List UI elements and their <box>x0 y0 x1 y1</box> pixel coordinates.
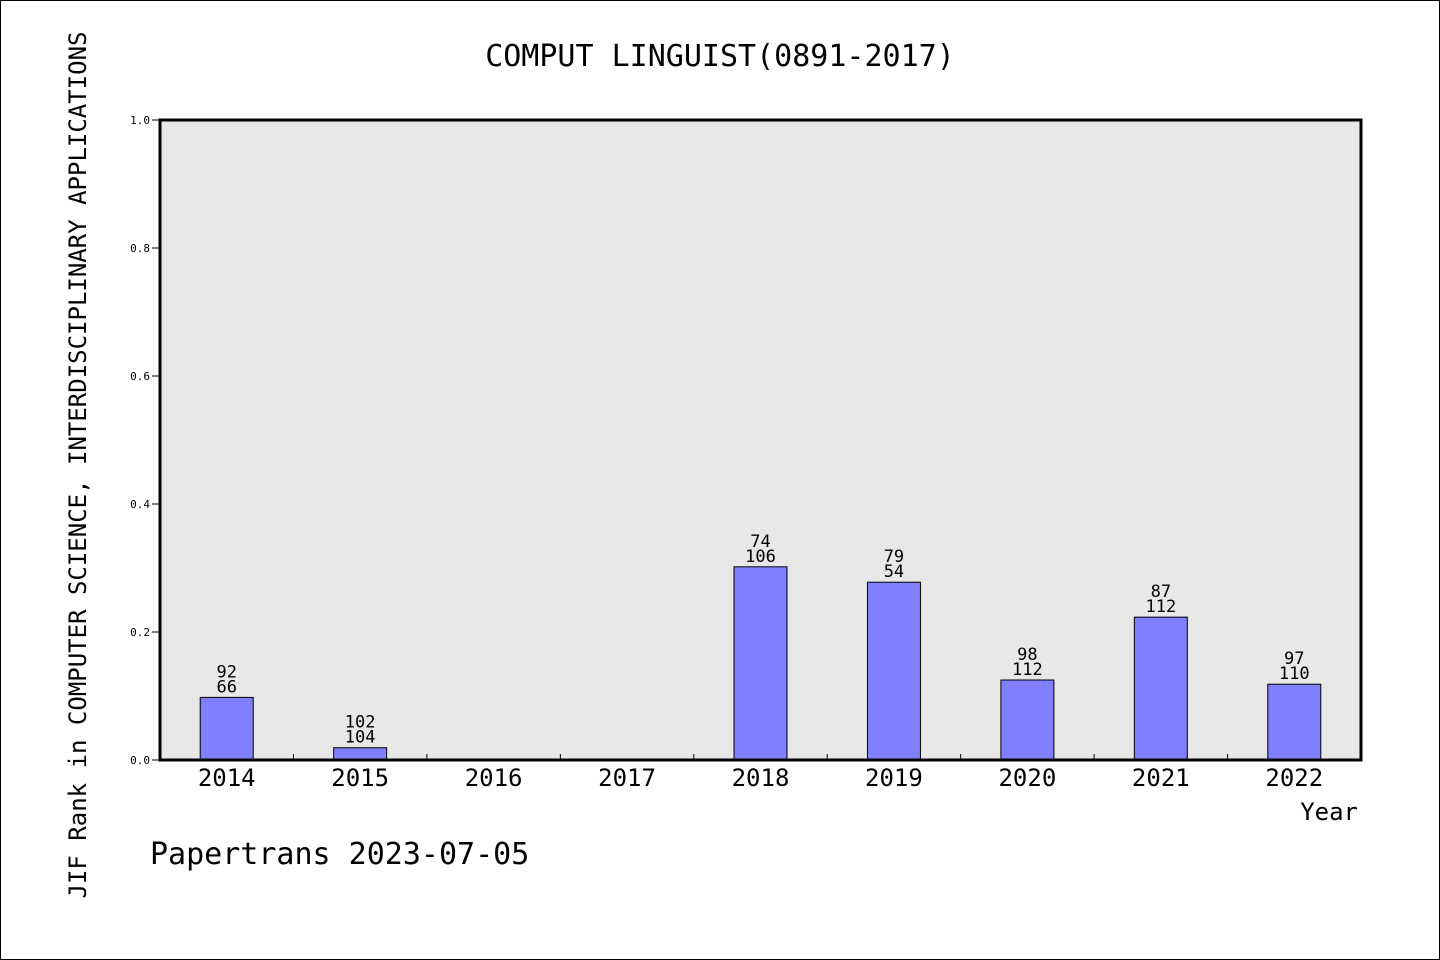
x-tick-label-2016: 2016 <box>465 764 523 792</box>
y-tick-label-2: 0.4 <box>130 498 150 511</box>
y-axis: 0.0 0.2 0.4 0.6 0.8 1.0 <box>130 114 160 767</box>
y-tick-label-0: 0.0 <box>130 754 150 767</box>
rank-label-2021: 87 <box>1151 582 1171 602</box>
x-axis: 2014 2015 2016 2017 2018 2019 2020 2021 2022 <box>198 754 1323 792</box>
rank-label-2015: 102 <box>345 713 376 733</box>
chart-title: COMPUT LINGUIST(0891-2017) <box>485 39 955 74</box>
x-tick-label-2021: 2021 <box>1132 764 1190 792</box>
x-tick-label-2015: 2015 <box>331 764 389 792</box>
total-label-2021: 112 <box>1145 597 1176 617</box>
x-tick-label-2018: 2018 <box>732 764 790 792</box>
rank-label-2014: 92 <box>216 662 236 682</box>
x-tick-label-2020: 2020 <box>998 764 1056 792</box>
total-label-2018: 106 <box>745 547 776 567</box>
total-label-2022: 110 <box>1279 664 1310 684</box>
bars <box>199 566 1322 761</box>
bar-2014 <box>199 696 254 761</box>
y-tick-label-1: 0.2 <box>130 626 150 639</box>
bar-2018 <box>733 566 788 761</box>
rank-label-2020: 98 <box>1017 645 1037 665</box>
bar-2015 <box>333 747 388 761</box>
y-tick-label-3: 0.6 <box>130 370 150 383</box>
bar-2020 <box>1000 679 1055 761</box>
plot-border <box>158 118 1363 762</box>
y-tick-label-5: 1.0 <box>130 114 150 127</box>
total-label-2019: 54 <box>884 562 904 582</box>
total-label-2014: 66 <box>216 677 236 697</box>
footer-credit: Papertrans 2023-07-05 <box>150 837 529 872</box>
x-axis-label: Year <box>1300 798 1358 826</box>
rank-label-2022: 97 <box>1284 649 1304 669</box>
total-label-2015: 104 <box>345 728 376 748</box>
bar-2019 <box>866 581 921 761</box>
total-label-2020: 112 <box>1012 660 1043 680</box>
x-tick-label-2014: 2014 <box>198 764 256 792</box>
x-tick-label-2017: 2017 <box>598 764 656 792</box>
x-tick-label-2019: 2019 <box>865 764 923 792</box>
rank-label-2018: 74 <box>750 532 770 552</box>
bar-2022 <box>1267 683 1322 761</box>
rank-label-2019: 79 <box>884 547 904 567</box>
y-axis-label: JIF Rank in COMPUTER SCIENCE, INTERDISCI… <box>64 32 92 899</box>
x-tick-label-2022: 2022 <box>1265 764 1323 792</box>
bar-2021 <box>1133 616 1188 761</box>
y-tick-label-4: 0.8 <box>130 242 150 255</box>
